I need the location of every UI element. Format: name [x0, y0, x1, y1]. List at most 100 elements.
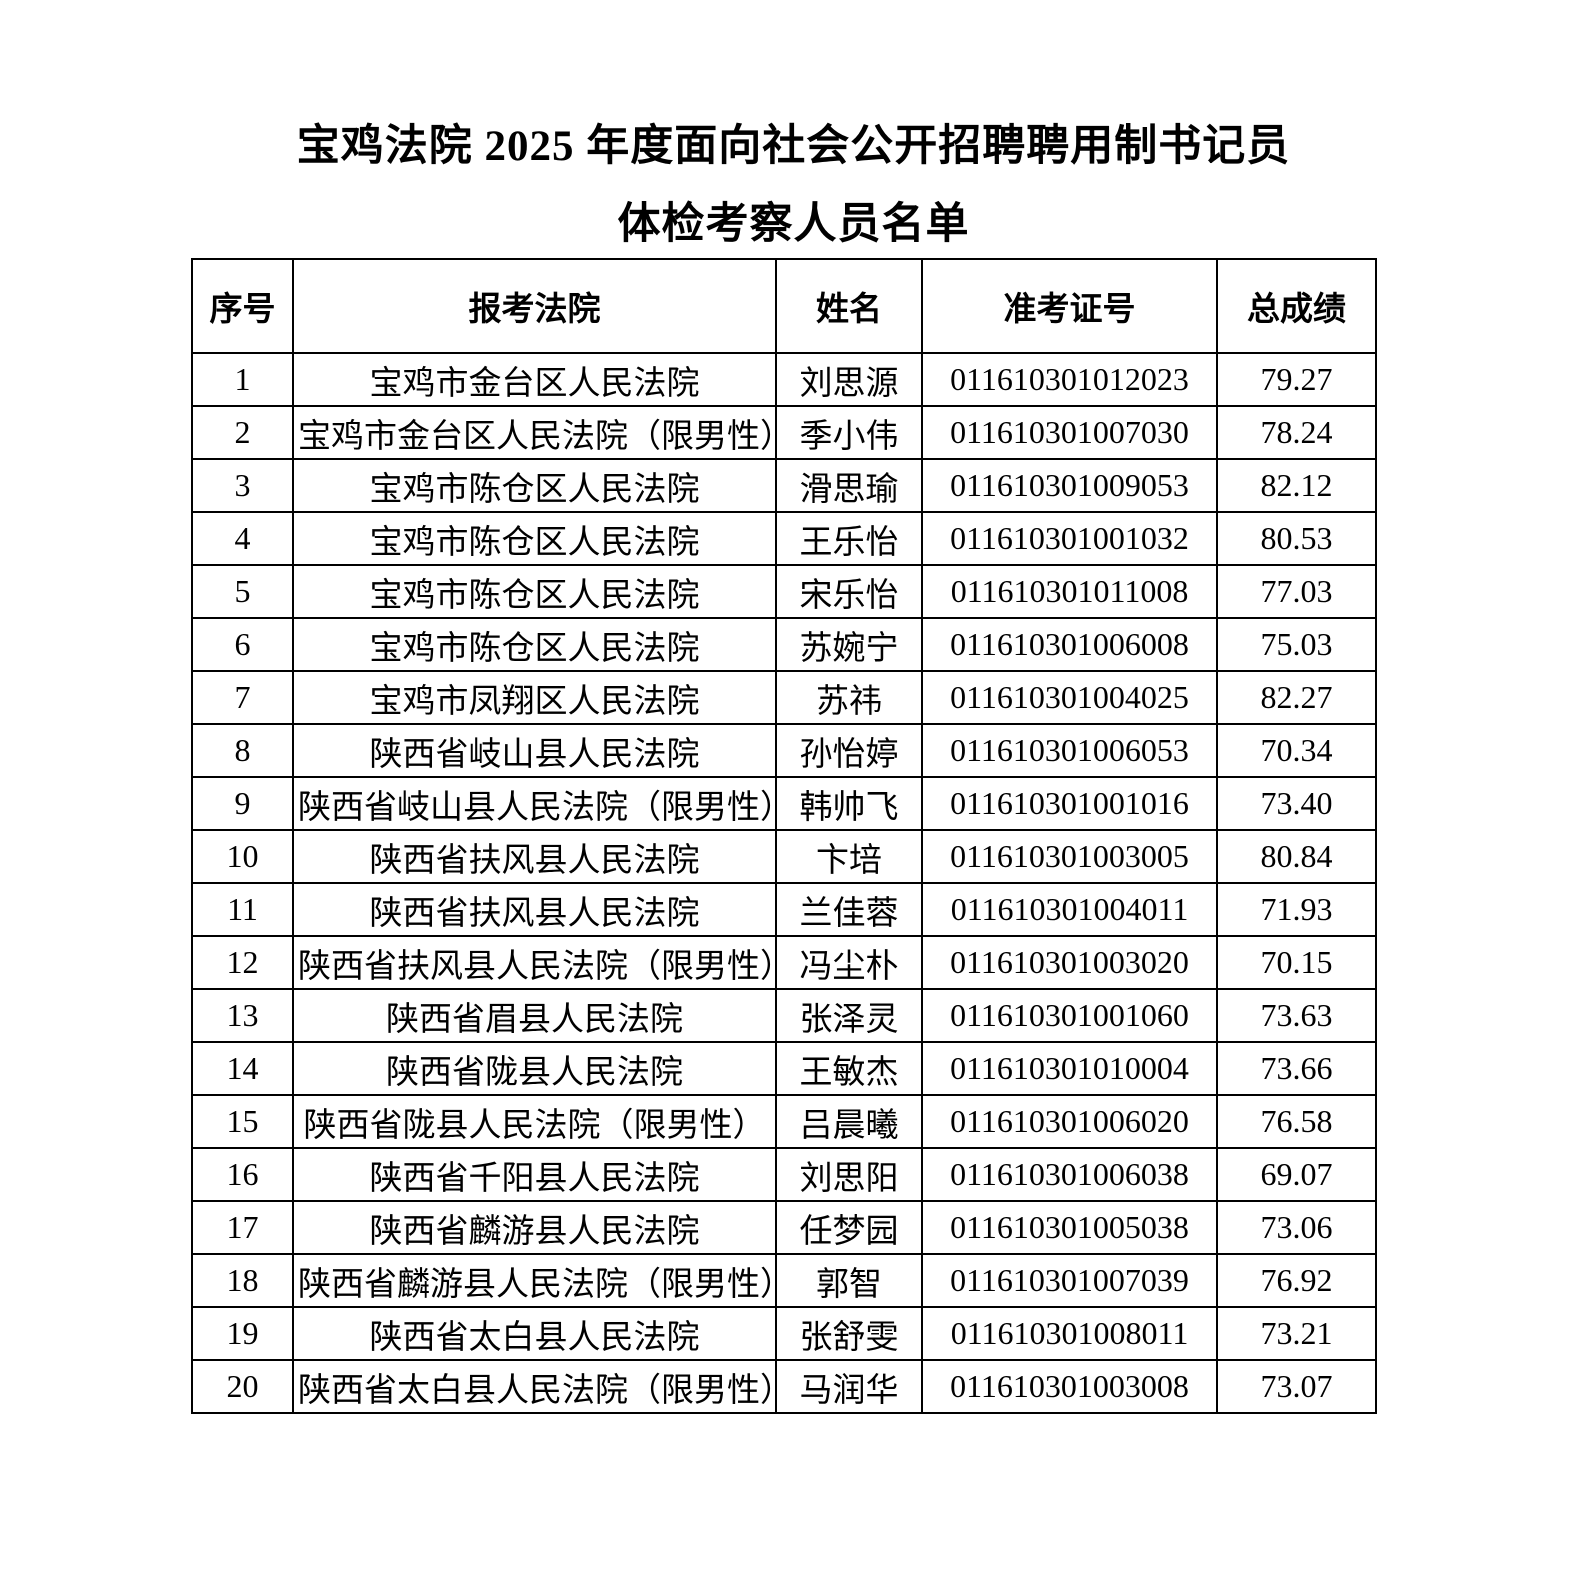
- table-row: 6 宝鸡市陈仓区人民法院 苏婉宁 011610301006008 75.03: [191, 617, 1377, 672]
- col-header-name: 姓名: [775, 258, 923, 354]
- col-header-court: 报考法院: [292, 258, 777, 354]
- cell-serial: 19: [191, 1306, 294, 1361]
- cell-score: 76.92: [1216, 1253, 1377, 1308]
- table-row: 19 陕西省太白县人民法院 张舒雯 011610301008011 73.21: [191, 1306, 1377, 1361]
- cell-score: 73.07: [1216, 1359, 1377, 1414]
- cell-admission-number: 011610301005038: [921, 1200, 1218, 1255]
- cell-admission-number: 011610301006020: [921, 1094, 1218, 1149]
- cell-serial: 15: [191, 1094, 294, 1149]
- cell-name: 韩帅飞: [775, 776, 923, 831]
- cell-score: 70.15: [1216, 935, 1377, 990]
- cell-admission-number: 011610301003008: [921, 1359, 1218, 1414]
- table-row: 5 宝鸡市陈仓区人民法院 宋乐怡 011610301011008 77.03: [191, 564, 1377, 619]
- cell-name: 马润华: [775, 1359, 923, 1414]
- cell-score: 78.24: [1216, 405, 1377, 460]
- cell-name: 张泽灵: [775, 988, 923, 1043]
- col-header-total-score: 总成绩: [1216, 258, 1377, 354]
- document-title-line-2: 体检考察人员名单: [617, 201, 970, 248]
- cell-admission-number: 011610301003020: [921, 935, 1218, 990]
- cell-name: 张舒雯: [775, 1306, 923, 1361]
- cell-serial: 1: [191, 352, 294, 407]
- cell-score: 73.63: [1216, 988, 1377, 1043]
- table-row: 15 陕西省陇县人民法院（限男性） 吕晨曦 011610301006020 76.58: [191, 1094, 1377, 1149]
- cell-serial: 6: [191, 617, 294, 672]
- cell-score: 77.03: [1216, 564, 1377, 619]
- cell-score: 73.40: [1216, 776, 1377, 831]
- cell-admission-number: 011610301003005: [921, 829, 1218, 884]
- document-title-line-1: 宝鸡法院 2025 年度面向社会公开招聘聘用制书记员: [296, 123, 1291, 170]
- cell-name: 滑思瑜: [775, 458, 923, 513]
- table-row: 14 陕西省陇县人民法院 王敏杰 011610301010004 73.66: [191, 1041, 1377, 1096]
- cell-score: 79.27: [1216, 352, 1377, 407]
- cell-serial: 8: [191, 723, 294, 778]
- cell-score: 71.93: [1216, 882, 1377, 937]
- cell-court: 陕西省麟游县人民法院: [292, 1200, 777, 1255]
- cell-name: 苏祎: [775, 670, 923, 725]
- cell-name: 宋乐怡: [775, 564, 923, 619]
- cell-court: 陕西省岐山县人民法院: [292, 723, 777, 778]
- table-header-row: 序号 报考法院 姓名 准考证号 总成绩: [191, 258, 1377, 354]
- cell-serial: 11: [191, 882, 294, 937]
- cell-court: 陕西省麟游县人民法院（限男性）: [292, 1253, 777, 1308]
- cell-court: 陕西省扶风县人民法院（限男性）: [292, 935, 777, 990]
- cell-name: 刘思阳: [775, 1147, 923, 1202]
- cell-serial: 18: [191, 1253, 294, 1308]
- table-row: 4 宝鸡市陈仓区人民法院 王乐怡 011610301001032 80.53: [191, 511, 1377, 566]
- cell-score: 82.27: [1216, 670, 1377, 725]
- cell-serial: 20: [191, 1359, 294, 1414]
- cell-serial: 7: [191, 670, 294, 725]
- cell-score: 82.12: [1216, 458, 1377, 513]
- cell-serial: 2: [191, 405, 294, 460]
- cell-serial: 9: [191, 776, 294, 831]
- cell-name: 卞培: [775, 829, 923, 884]
- cell-score: 80.53: [1216, 511, 1377, 566]
- cell-admission-number: 011610301004025: [921, 670, 1218, 725]
- cell-court: 宝鸡市金台区人民法院（限男性）: [292, 405, 777, 460]
- cell-name: 冯尘朴: [775, 935, 923, 990]
- cell-name: 王乐怡: [775, 511, 923, 566]
- cell-admission-number: 011610301012023: [921, 352, 1218, 407]
- cell-serial: 14: [191, 1041, 294, 1096]
- cell-admission-number: 011610301008011: [921, 1306, 1218, 1361]
- cell-name: 任梦园: [775, 1200, 923, 1255]
- table-row: 2 宝鸡市金台区人民法院（限男性） 季小伟 011610301007030 78.24: [191, 405, 1377, 460]
- table-row: 16 陕西省千阳县人民法院 刘思阳 011610301006038 69.07: [191, 1147, 1377, 1202]
- candidates-table: 序号 报考法院 姓名 准考证号 总成绩 1 宝鸡市金台区人民法院 刘思源 011610…: [191, 258, 1377, 1414]
- cell-serial: 3: [191, 458, 294, 513]
- col-header-admission-number: 准考证号: [921, 258, 1218, 354]
- cell-serial: 16: [191, 1147, 294, 1202]
- cell-score: 70.34: [1216, 723, 1377, 778]
- table-row: 9 陕西省岐山县人民法院（限男性） 韩帅飞 011610301001016 73.40: [191, 776, 1377, 831]
- cell-serial: 10: [191, 829, 294, 884]
- cell-court: 陕西省扶风县人民法院: [292, 882, 777, 937]
- cell-admission-number: 011610301007030: [921, 405, 1218, 460]
- cell-admission-number: 011610301010004: [921, 1041, 1218, 1096]
- cell-court: 陕西省太白县人民法院（限男性）: [292, 1359, 777, 1414]
- cell-serial: 4: [191, 511, 294, 566]
- cell-name: 刘思源: [775, 352, 923, 407]
- cell-name: 兰佳蓉: [775, 882, 923, 937]
- cell-court: 宝鸡市凤翔区人民法院: [292, 670, 777, 725]
- cell-admission-number: 011610301007039: [921, 1253, 1218, 1308]
- cell-court: 陕西省陇县人民法院: [292, 1041, 777, 1096]
- table-row: 3 宝鸡市陈仓区人民法院 滑思瑜 011610301009053 82.12: [191, 458, 1377, 513]
- cell-name: 苏婉宁: [775, 617, 923, 672]
- cell-court: 陕西省扶风县人民法院: [292, 829, 777, 884]
- table-row: 8 陕西省岐山县人民法院 孙怡婷 011610301006053 70.34: [191, 723, 1377, 778]
- cell-serial: 17: [191, 1200, 294, 1255]
- cell-court: 陕西省岐山县人民法院（限男性）: [292, 776, 777, 831]
- cell-admission-number: 011610301001060: [921, 988, 1218, 1043]
- table-row: 1 宝鸡市金台区人民法院 刘思源 011610301012023 79.27: [191, 352, 1377, 407]
- cell-serial: 12: [191, 935, 294, 990]
- cell-serial: 13: [191, 988, 294, 1043]
- cell-court: 陕西省千阳县人民法院: [292, 1147, 777, 1202]
- cell-score: 80.84: [1216, 829, 1377, 884]
- table-row: 12 陕西省扶风县人民法院（限男性） 冯尘朴 011610301003020 70.15: [191, 935, 1377, 990]
- cell-score: 76.58: [1216, 1094, 1377, 1149]
- col-header-serial: 序号: [191, 258, 294, 354]
- cell-name: 王敏杰: [775, 1041, 923, 1096]
- cell-serial: 5: [191, 564, 294, 619]
- cell-score: 69.07: [1216, 1147, 1377, 1202]
- cell-court: 宝鸡市陈仓区人民法院: [292, 511, 777, 566]
